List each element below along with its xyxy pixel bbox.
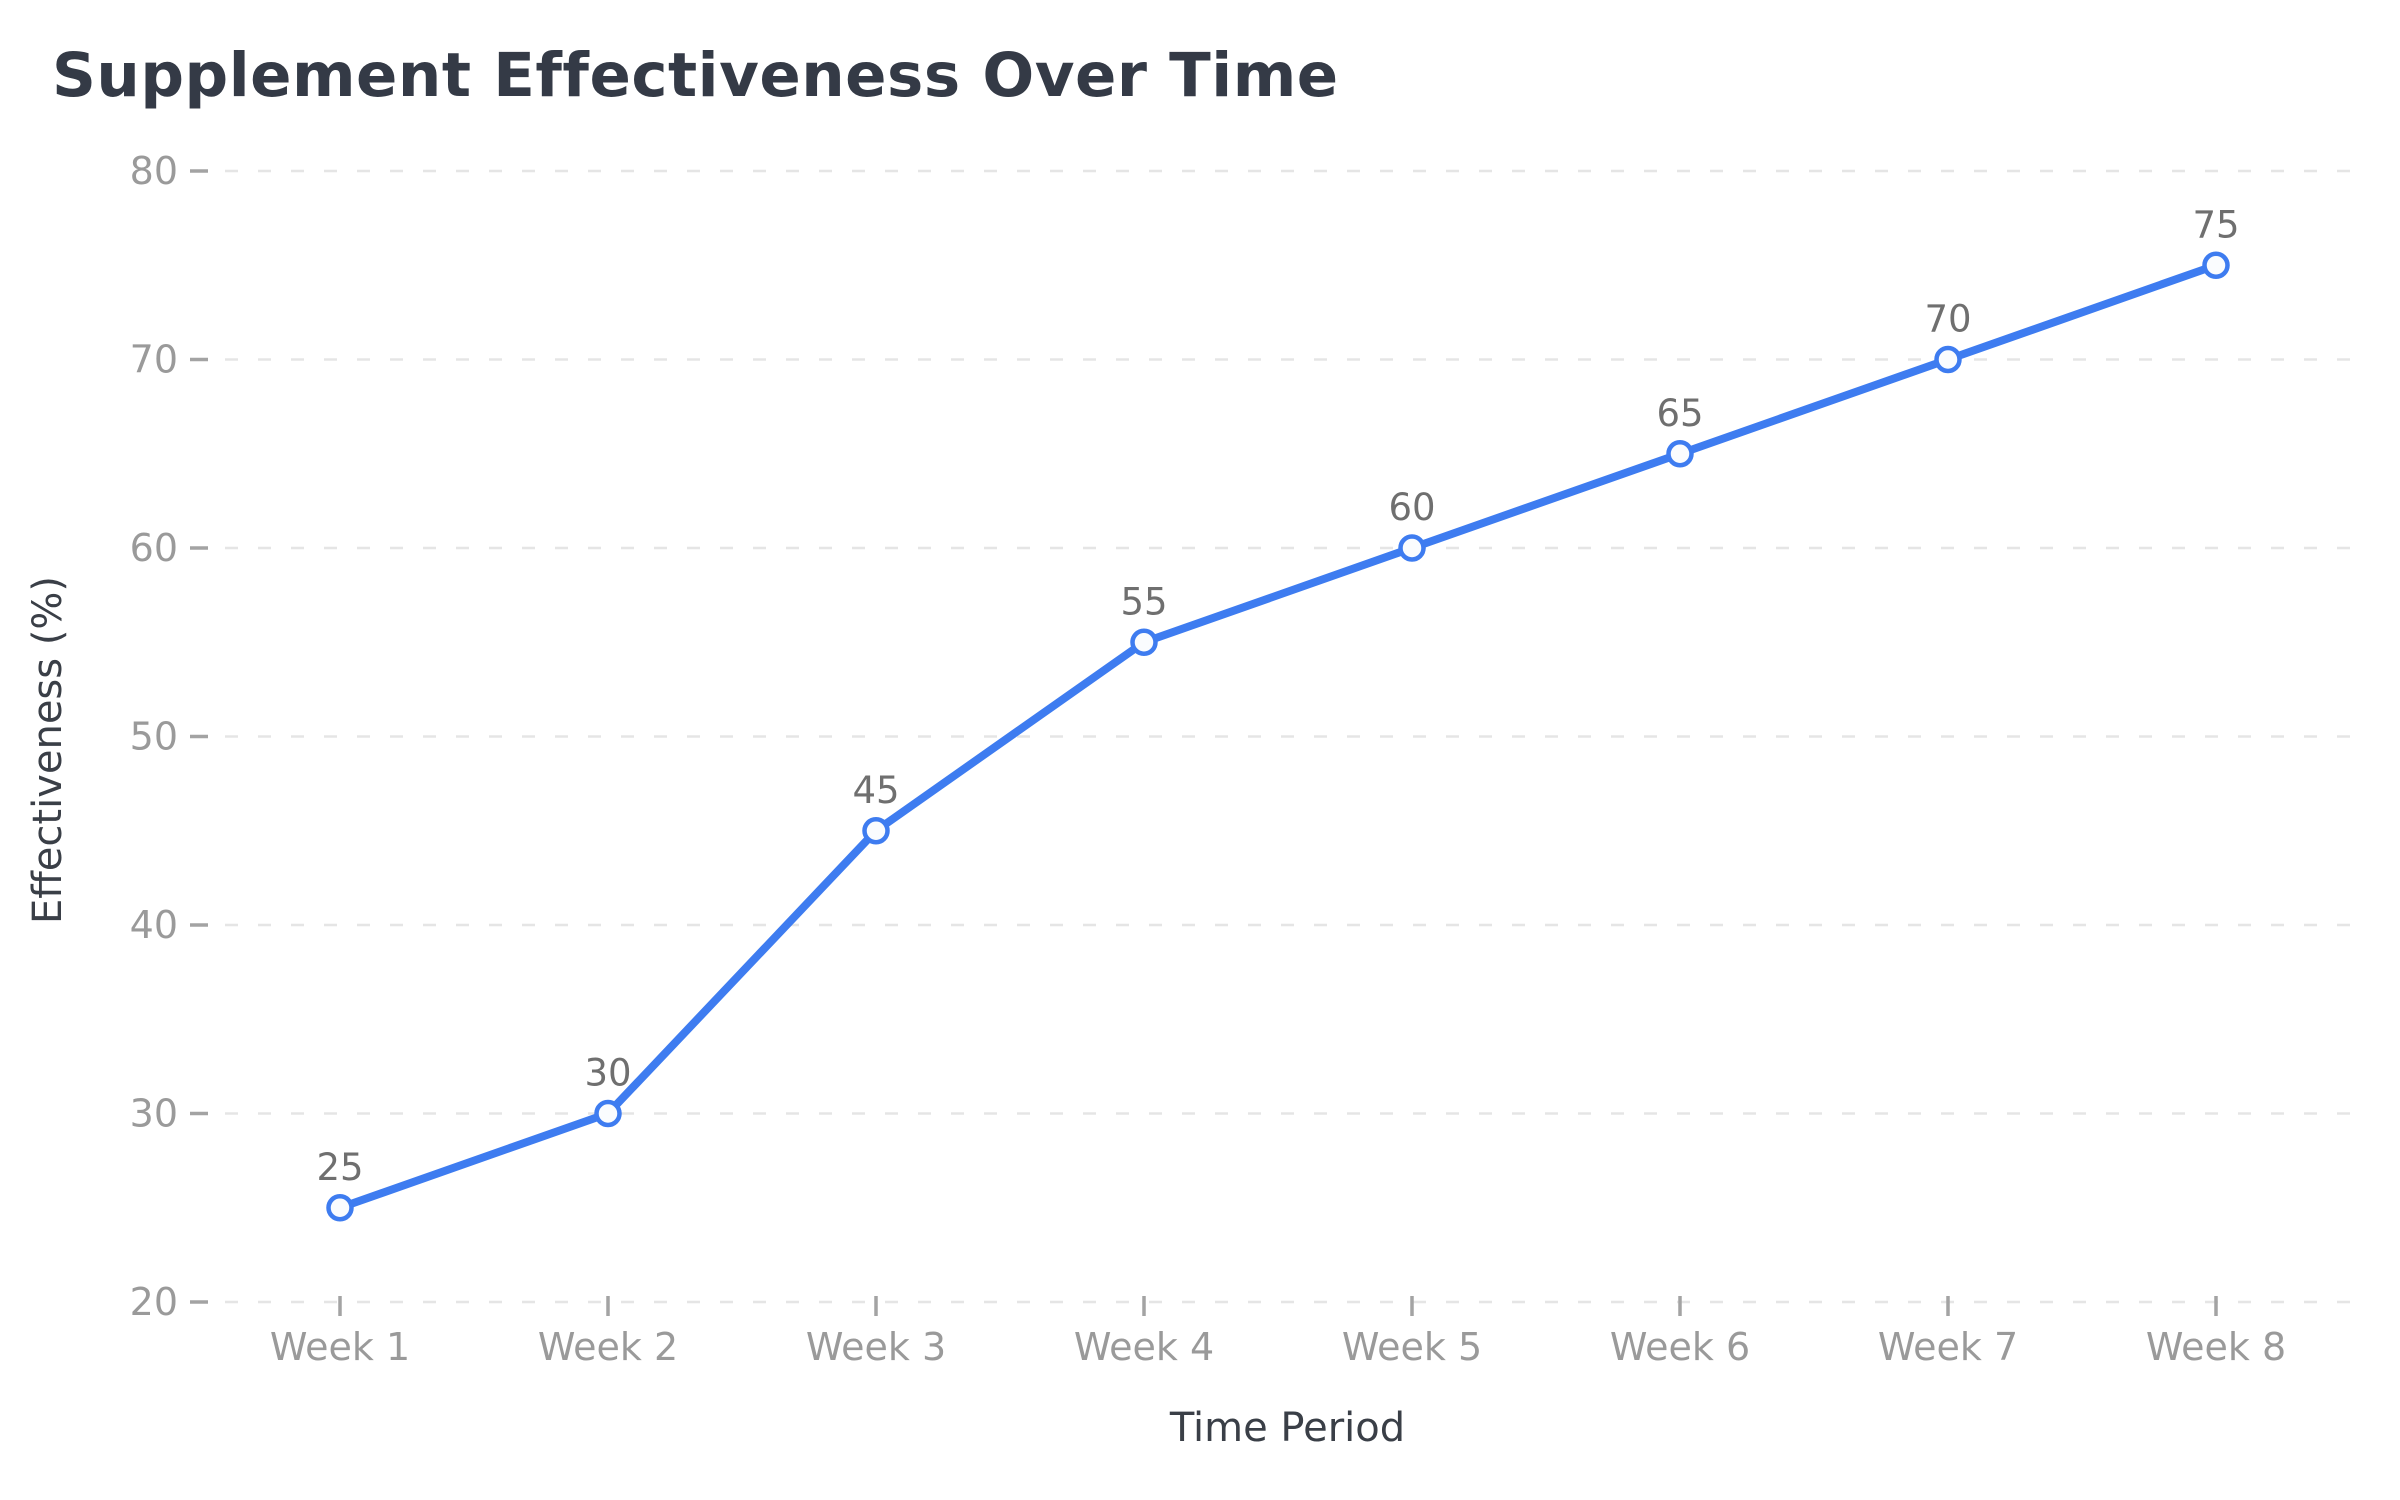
x-tick-label: Week 1 [270,1325,410,1369]
y-tick-label: 30 [130,1092,178,1136]
data-point-marker [594,1099,622,1128]
data-point-label: 60 [1388,486,1435,529]
data-point-label: 70 [1924,298,1971,341]
data-point-marker [2202,251,2230,279]
data-point-marker [326,1194,354,1222]
data-point-label: 30 [584,1052,631,1095]
x-tick-label: Week 5 [1342,1325,1482,1369]
data-point-marker [1666,440,1694,468]
y-tick-label: 50 [130,715,178,759]
series-line [336,261,2220,1212]
y-tick-label: 20 [130,1280,178,1324]
y-tick-label: 60 [130,526,178,570]
data-point-marker [1934,345,1962,374]
data-point-label: 25 [316,1146,363,1189]
y-tick-label: 80 [130,149,178,193]
data-point-label: 45 [852,769,899,812]
data-point-label: 65 [1656,392,1703,435]
data-point-label: 75 [2192,203,2239,246]
y-axis-title: Effectiveness (%) [25,575,71,925]
x-tick-label: Week 2 [538,1325,678,1369]
data-point-marker [862,817,890,845]
data-point-marker [1130,628,1158,656]
data-point-label: 55 [1120,580,1167,623]
y-tick-label: 40 [130,903,178,947]
x-tick-label: Week 6 [1610,1325,1750,1369]
x-tick-label: Week 7 [1878,1325,2018,1369]
y-tick-label: 70 [130,338,178,382]
x-tick-label: Week 8 [2146,1325,2286,1369]
x-tick-label: Week 4 [1074,1325,1214,1369]
x-tick-label: Week 3 [806,1325,946,1369]
chart-title: Supplement Effectiveness Over Time [52,40,1339,111]
x-axis-title: Time Period [1169,1405,1406,1451]
data-point-marker [1398,534,1426,562]
